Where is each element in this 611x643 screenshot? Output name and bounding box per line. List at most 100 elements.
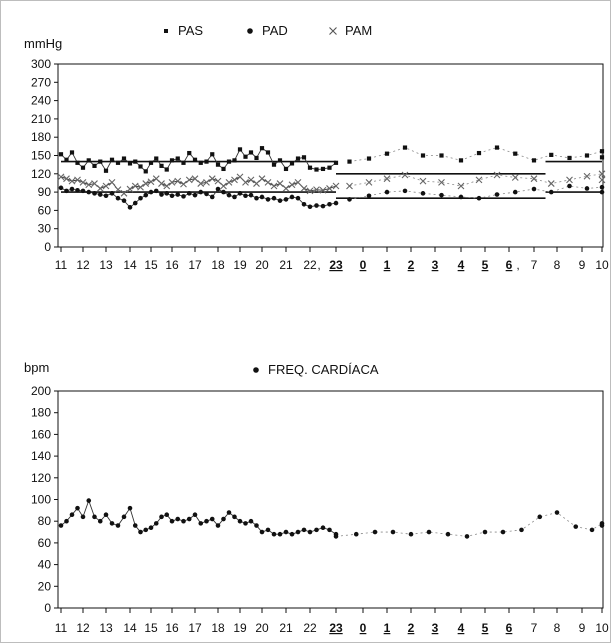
data-point-dot xyxy=(148,189,154,195)
data-point-dot xyxy=(353,531,359,537)
data-point-cross xyxy=(313,186,320,194)
data-point-dot xyxy=(301,527,307,533)
y-tick-label: 270 xyxy=(31,75,51,89)
data-point-dot xyxy=(164,191,170,196)
data-point-square xyxy=(420,153,426,158)
data-point-square xyxy=(58,152,64,157)
data-point-dot xyxy=(175,516,181,522)
data-point-cross xyxy=(137,183,144,191)
data-point-cross xyxy=(152,175,160,183)
x-tick-label: 18 xyxy=(211,258,225,272)
data-point-cross xyxy=(225,178,233,186)
x-tick-label: 3 xyxy=(432,621,439,635)
data-point-dot xyxy=(384,189,390,195)
data-point-dot xyxy=(103,512,109,517)
data-point-dot xyxy=(519,527,524,533)
x-tick-label: 16 xyxy=(165,258,179,272)
data-point-cross xyxy=(208,175,216,183)
data-point-cross xyxy=(142,180,150,187)
data-point-square xyxy=(271,162,277,167)
data-point-dot xyxy=(181,194,186,199)
data-point-cross xyxy=(168,178,176,186)
data-point-square xyxy=(265,150,271,155)
data-point-dot xyxy=(320,203,326,209)
data-point-dot xyxy=(159,514,164,520)
data-point-square xyxy=(103,168,109,173)
legend-marker-dot xyxy=(253,367,259,373)
y-tick-label: 60 xyxy=(38,203,52,217)
x-tick-comma: , xyxy=(317,258,320,272)
data-point-dot xyxy=(58,185,64,191)
data-point-cross xyxy=(68,177,76,185)
plot-area xyxy=(57,63,604,248)
data-point-dot xyxy=(103,193,109,199)
data-point-square xyxy=(115,160,121,165)
data-point-dot xyxy=(333,200,339,206)
data-point-dot xyxy=(347,197,352,202)
y-tick-label: 60 xyxy=(38,536,52,550)
x-tick-label: 1 xyxy=(384,621,391,635)
legend-label: PAM xyxy=(345,23,372,38)
x-tick-label: 5 xyxy=(482,621,489,635)
data-point-dot xyxy=(259,194,265,200)
data-point-dot xyxy=(221,189,226,195)
data-point-dot xyxy=(127,205,133,210)
data-point-cross xyxy=(247,176,255,184)
data-point-square xyxy=(215,162,221,167)
data-point-dot xyxy=(109,191,115,196)
data-point-cross xyxy=(79,178,87,186)
data-point-cross xyxy=(96,185,104,192)
data-point-cross xyxy=(85,181,93,189)
data-point-dot xyxy=(209,194,215,200)
data-point-dot xyxy=(153,521,159,526)
data-point-cross xyxy=(365,178,373,186)
data-point-square xyxy=(301,155,307,160)
x-tick-label: 8 xyxy=(554,258,561,272)
data-point-dot xyxy=(204,518,209,524)
data-point-square xyxy=(295,156,301,161)
data-point-dot xyxy=(215,186,221,192)
data-point-square xyxy=(210,152,215,157)
x-tick-label: 23 xyxy=(329,621,343,635)
data-point-dot xyxy=(494,192,500,197)
x-tick-label: 0 xyxy=(360,621,367,635)
data-point-square xyxy=(283,166,289,172)
y-tick-label: 90 xyxy=(38,185,52,199)
x-tick-label: 15 xyxy=(144,258,158,272)
data-point-dot xyxy=(226,192,232,198)
x-tick-label: 6 xyxy=(506,258,513,272)
data-point-square xyxy=(327,165,332,170)
x-tick-label: 8 xyxy=(554,621,561,635)
x-tick-label: 22 xyxy=(303,621,317,635)
legend-marker-square xyxy=(164,29,168,33)
data-point-cross xyxy=(74,176,81,184)
data-point-square xyxy=(154,156,159,161)
data-point-dot xyxy=(271,195,277,201)
data-point-dot xyxy=(439,192,444,198)
legend-marker-cross xyxy=(329,27,337,35)
data-point-dot xyxy=(69,186,75,192)
data-point-dot xyxy=(198,521,204,526)
y-tick-label: 120 xyxy=(31,471,51,485)
data-point-cross xyxy=(180,180,187,188)
legend-label: PAS xyxy=(178,23,203,38)
x-tick-label: 13 xyxy=(99,621,113,635)
data-point-cross xyxy=(383,175,391,183)
x-tick-label: 7 xyxy=(531,621,538,635)
data-point-dot xyxy=(512,189,518,195)
data-point-square xyxy=(584,153,590,158)
data-point-dot xyxy=(97,518,103,524)
data-point-square xyxy=(221,166,226,172)
data-point-cross xyxy=(120,189,128,197)
data-point-cross xyxy=(126,185,134,193)
data-point-square xyxy=(80,165,86,170)
data-point-cross xyxy=(163,182,171,190)
data-point-dot xyxy=(237,518,243,524)
data-point-dot xyxy=(307,204,313,210)
x-tick-label: 17 xyxy=(188,258,202,272)
data-point-dot xyxy=(402,188,408,194)
x-tick-label: 15 xyxy=(144,621,158,635)
